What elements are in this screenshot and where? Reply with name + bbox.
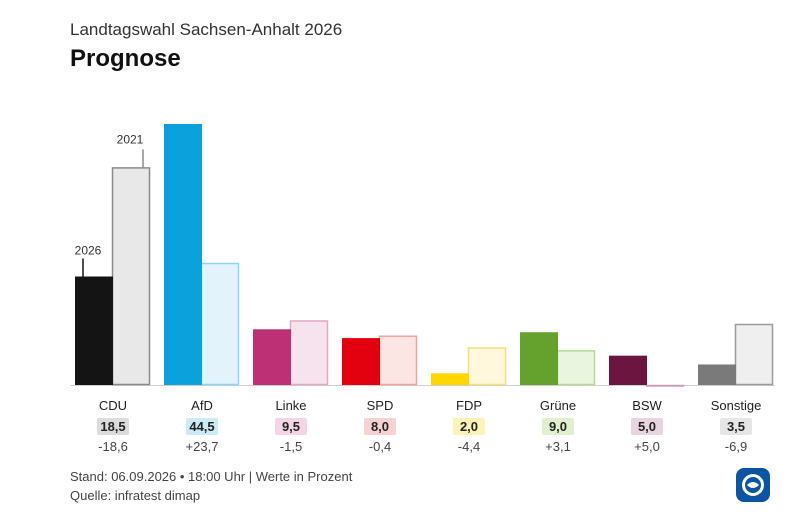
- diff-label-gr-ne: +3,1: [545, 439, 571, 454]
- diff-label-afd: +23,7: [186, 439, 219, 454]
- bar-2026-sonstige: [698, 364, 736, 385]
- bar-2026-bsw: [609, 355, 647, 385]
- category-label-bsw: BSW: [632, 398, 662, 413]
- bar-2026-linke: [253, 329, 291, 385]
- category-label-linke: Linke: [275, 398, 306, 413]
- value-badge-afd: [186, 418, 218, 435]
- value-label-fdp: 2,0: [460, 419, 478, 434]
- value-label-sonstige: 3,5: [727, 419, 745, 434]
- category-label-cdu: CDU: [99, 398, 127, 413]
- chart-subtitle: Landtagswahl Sachsen-Anhalt 2026: [70, 20, 343, 39]
- category-label-spd: SPD: [367, 398, 394, 413]
- value-badge-sonstige: [720, 418, 752, 435]
- value-badge-spd: [364, 418, 396, 435]
- value-badge-fdp: [453, 418, 485, 435]
- diff-label-fdp: -4,4: [458, 439, 480, 454]
- bar-2021-linke: [289, 320, 329, 386]
- bar-2021-afd: [200, 262, 240, 386]
- category-label-fdp: FDP: [456, 398, 482, 413]
- value-label-bsw: 5,0: [638, 419, 656, 434]
- footer-source: Quelle: infratest dimap: [70, 488, 201, 503]
- bar-2026-spd: [342, 338, 380, 385]
- bar-2021-spd: [378, 335, 418, 386]
- bar-2026-cdu: [75, 276, 113, 385]
- ard-tagesschau-logo-icon: [736, 468, 770, 502]
- diff-label-bsw: +5,0: [634, 439, 660, 454]
- bar-2021-fdp: [467, 347, 507, 386]
- diff-label-spd: -0,4: [369, 439, 391, 454]
- footer-stand: Stand: 06.09.2026 • 18:00 Uhr | Werte in…: [70, 469, 353, 484]
- value-label-spd: 8,0: [371, 419, 389, 434]
- diff-label-sonstige: -6,9: [725, 439, 747, 454]
- category-label-afd: AfD: [191, 398, 213, 413]
- year-label-2026: 2026: [75, 243, 102, 257]
- category-label-sonstige: Sonstige: [711, 398, 762, 413]
- diff-label-cdu: -18,6: [98, 439, 128, 454]
- value-badge-cdu: [97, 418, 129, 435]
- value-label-afd: 44,5: [189, 419, 214, 434]
- category-label-gr-ne: Grüne: [540, 398, 576, 413]
- value-label-linke: 9,5: [282, 419, 300, 434]
- value-label-gr-ne: 9,0: [549, 419, 567, 434]
- value-badge-gr-ne: [542, 418, 574, 435]
- bar-2021-bsw: [645, 384, 685, 387]
- diff-label-linke: -1,5: [280, 439, 302, 454]
- bar-2021-cdu: [111, 167, 151, 386]
- bar-2026-fdp: [431, 373, 469, 385]
- value-label-cdu: 18,5: [100, 419, 125, 434]
- bar-2026-gr-ne: [520, 332, 558, 385]
- year-label-2021: 2021: [117, 132, 144, 146]
- bar-2021-gr-ne: [556, 350, 596, 386]
- bar-2026-afd: [164, 124, 202, 385]
- value-badge-bsw: [631, 418, 663, 435]
- bar-2021-sonstige: [734, 323, 774, 386]
- chart-title: Prognose: [70, 45, 181, 72]
- value-badge-linke: [275, 418, 307, 435]
